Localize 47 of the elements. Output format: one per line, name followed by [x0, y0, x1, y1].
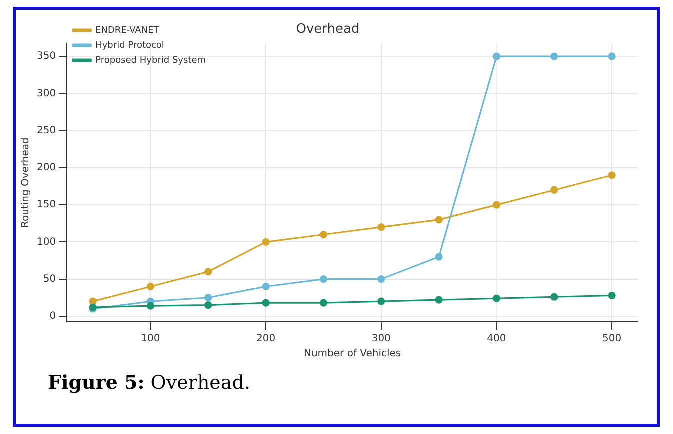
- point: [320, 230, 328, 239]
- point: [435, 296, 443, 304]
- y-tick-label: 150: [36, 200, 56, 211]
- point: [550, 52, 558, 60]
- x-tick-label: 100: [141, 334, 160, 345]
- x-tick-label: 500: [602, 334, 622, 345]
- y-tick-label: 300: [36, 88, 56, 100]
- point: [435, 253, 443, 261]
- point: [550, 186, 558, 194]
- point: [608, 172, 616, 180]
- point: [204, 268, 212, 276]
- legend-label: Proposed Hybrid System: [96, 56, 206, 66]
- point: [608, 52, 616, 60]
- y-tick-label: 50: [43, 274, 56, 285]
- x-tick-label: 200: [256, 334, 276, 345]
- y-tick-label: 350: [36, 51, 56, 62]
- x-axis-title: Number of Vehicles: [304, 348, 402, 360]
- y-tick-label: 250: [36, 125, 56, 136]
- point: [262, 282, 270, 291]
- point: [89, 298, 97, 306]
- point: [204, 301, 212, 310]
- point: [262, 299, 270, 307]
- point: [320, 276, 328, 284]
- x-tick-label: 400: [487, 334, 506, 345]
- y-tick-label: 0: [50, 311, 56, 322]
- point: [435, 216, 443, 224]
- point: [146, 282, 155, 291]
- y-axis-title: Routing Overhead: [20, 138, 32, 228]
- point: [492, 201, 501, 209]
- x-tick-label: 300: [372, 334, 391, 345]
- point: [492, 294, 501, 302]
- legend-label: Hybrid Protocol: [96, 40, 164, 51]
- point: [608, 292, 616, 300]
- point: [492, 52, 501, 60]
- point: [378, 224, 386, 232]
- point: [320, 299, 328, 307]
- y-tick-label: 200: [36, 162, 56, 174]
- point: [262, 238, 270, 246]
- y-tick-label: 100: [36, 236, 56, 248]
- point: [146, 302, 155, 310]
- point: [378, 276, 386, 284]
- point: [204, 294, 212, 302]
- point: [378, 298, 386, 306]
- caption: Figure 5: Overhead.: [48, 372, 250, 394]
- legend-label: ENDRE-VANET: [96, 26, 160, 36]
- point: [550, 293, 558, 301]
- chart-title: Overhead: [296, 22, 360, 38]
